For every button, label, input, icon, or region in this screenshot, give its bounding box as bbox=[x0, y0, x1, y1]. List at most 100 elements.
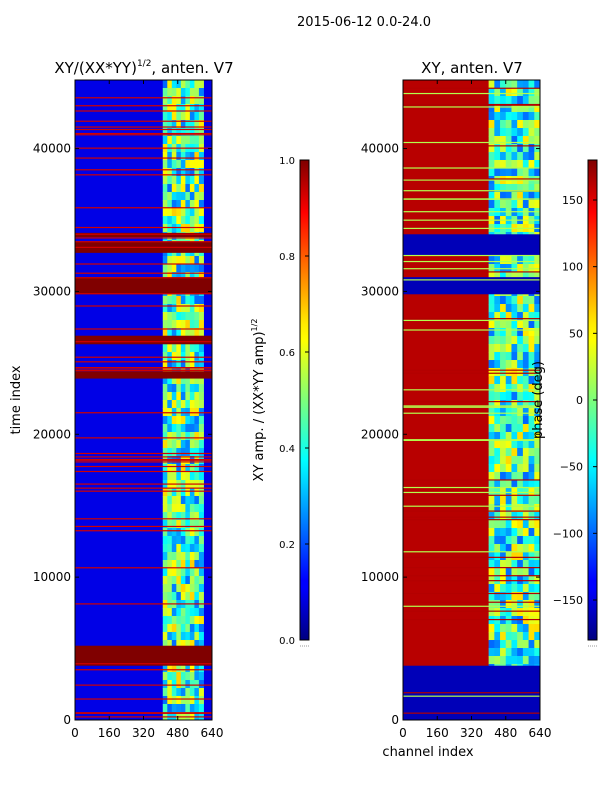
phase-band-cell bbox=[505, 544, 512, 553]
phase-band-cell bbox=[517, 480, 524, 489]
phase-band-cell bbox=[500, 528, 507, 537]
phase-streak bbox=[403, 575, 540, 577]
phase-band-cell bbox=[522, 504, 530, 513]
phase-streak bbox=[403, 439, 540, 441]
amplitude-band-cell bbox=[162, 392, 168, 401]
phase-band-cell bbox=[534, 80, 540, 89]
phase-band-cell bbox=[522, 584, 530, 593]
phase-band-cell bbox=[500, 328, 507, 337]
amplitude-band-cell bbox=[185, 696, 191, 705]
amplitude-band-cell bbox=[185, 136, 191, 145]
phase-streak bbox=[403, 271, 540, 273]
amplitude-band-cell bbox=[194, 504, 200, 513]
amplitude-band-cell bbox=[194, 112, 200, 121]
phase-band-cell bbox=[488, 568, 495, 577]
phase-band-cell bbox=[505, 320, 512, 329]
amplitude-ytick-label: 0 bbox=[63, 713, 71, 727]
amplitude-band-cell bbox=[167, 704, 173, 713]
phase-band-cell bbox=[511, 336, 518, 345]
phase-band-cell bbox=[522, 448, 530, 457]
amplitude-streak bbox=[75, 663, 212, 665]
phase-band-cell bbox=[505, 648, 512, 657]
phase-band-cell bbox=[517, 376, 524, 385]
amplitude-band-cell bbox=[162, 624, 168, 633]
phase-streak bbox=[403, 103, 540, 106]
phase-band-cell bbox=[494, 400, 501, 409]
amplitude-colorbar-tick-label: 0.4 bbox=[279, 444, 295, 455]
amplitude-band-cell bbox=[194, 416, 200, 425]
phase-band-cell bbox=[494, 384, 501, 393]
amplitude-band-cell bbox=[185, 624, 191, 633]
phase-band-cell bbox=[528, 600, 535, 609]
phase-band-cell bbox=[517, 520, 524, 529]
amplitude-band-cell bbox=[180, 624, 186, 633]
amplitude-band-cell bbox=[189, 592, 195, 601]
phase-band-cell bbox=[494, 128, 501, 137]
amplitude-band-cell bbox=[176, 488, 182, 497]
phase-band-cell bbox=[500, 616, 507, 625]
amplitude-band-cell bbox=[171, 512, 177, 521]
phase-band-cell bbox=[517, 560, 524, 569]
amplitude-band-cell bbox=[198, 320, 204, 329]
phase-band-cell bbox=[494, 520, 501, 529]
amplitude-band-cell bbox=[171, 472, 177, 481]
phase-streak bbox=[403, 254, 540, 257]
phase-band-cell bbox=[534, 592, 540, 601]
phase-band-cell bbox=[522, 520, 530, 529]
amplitude-band-cell bbox=[194, 472, 200, 481]
phase-band-cell bbox=[528, 640, 535, 649]
amplitude-band-cell bbox=[185, 104, 191, 113]
amplitude-streak bbox=[75, 233, 212, 235]
amplitude-band-cell bbox=[189, 80, 195, 89]
amplitude-band-cell bbox=[180, 504, 186, 513]
amplitude-band-cell bbox=[162, 496, 168, 505]
amplitude-band-cell bbox=[167, 472, 173, 481]
phase-band-cell bbox=[505, 392, 512, 401]
amplitude-band-cell bbox=[167, 616, 173, 625]
phase-band-cell bbox=[534, 360, 540, 369]
figure-suptitle: 2015-06-12 0.0-24.0 bbox=[297, 15, 431, 30]
amplitude-band-cell bbox=[162, 424, 168, 433]
amplitude-band-cell bbox=[167, 320, 173, 329]
phase-band-cell bbox=[528, 384, 535, 393]
amplitude-band-cell bbox=[180, 704, 186, 713]
amplitude-band-cell bbox=[180, 528, 186, 537]
phase-band-cell bbox=[522, 416, 530, 425]
phase-band-cell bbox=[500, 512, 507, 521]
amplitude-band-cell bbox=[162, 528, 168, 537]
amplitude-band-cell bbox=[162, 440, 168, 449]
amplitude-band-cell bbox=[185, 432, 191, 441]
phase-band-cell bbox=[494, 496, 501, 505]
amplitude-band-cell bbox=[176, 152, 182, 161]
amplitude-colorbar-label: XY amp. / (XX*YY amp)1/2 bbox=[250, 319, 267, 482]
phase-band-cell bbox=[500, 200, 507, 209]
amplitude-band-cell bbox=[198, 688, 204, 697]
amplitude-band-cell bbox=[171, 568, 177, 577]
phase-band-cell bbox=[494, 320, 501, 329]
phase-band-cell bbox=[522, 360, 530, 369]
amplitude-band-cell bbox=[185, 688, 191, 697]
phase-band-cell bbox=[517, 400, 524, 409]
phase-band-cell bbox=[517, 120, 524, 129]
amplitude-colorbar-ticks: 0.0 0.2 0.4 0.6 0.8 1.0 bbox=[279, 156, 309, 647]
phase-band-cell bbox=[522, 376, 530, 385]
amplitude-band-cell bbox=[185, 256, 191, 265]
phase-band-cell bbox=[522, 600, 530, 609]
phase-band-cell bbox=[528, 344, 535, 353]
phase-band-cell bbox=[494, 624, 501, 633]
amplitude-band-cell bbox=[171, 320, 177, 329]
amplitude-band-cell bbox=[167, 224, 173, 233]
amplitude-band-cell bbox=[167, 488, 173, 497]
amplitude-band-cell bbox=[171, 264, 177, 273]
phase-band-cell bbox=[505, 496, 512, 505]
amplitude-band-cell bbox=[162, 488, 168, 497]
phase-band-cell bbox=[505, 416, 512, 425]
phase-band-cell bbox=[500, 168, 507, 177]
amplitude-band-cell bbox=[198, 624, 204, 633]
phase-streak bbox=[403, 87, 540, 89]
phase-band-cell bbox=[511, 296, 518, 305]
amplitude-band-cell bbox=[176, 440, 182, 449]
amplitude-band-cell bbox=[176, 320, 182, 329]
amplitude-band-cell bbox=[167, 424, 173, 433]
phase-band-cell bbox=[534, 184, 540, 193]
